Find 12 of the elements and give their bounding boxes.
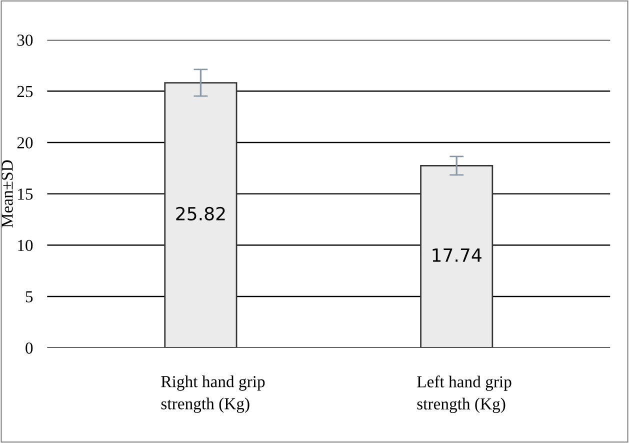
data-label: 25.82: [176, 206, 225, 220]
data-label: 17.74: [432, 248, 482, 262]
y-tick-label: 30: [17, 34, 33, 46]
y-tick-label: 20: [17, 137, 33, 148]
y-tick-label: 5: [26, 291, 33, 302]
y-tick-label: 25: [17, 86, 33, 98]
x-tick-label: Left hand grip strength (Kg): [417, 376, 512, 413]
y-tick-label: 0: [26, 342, 33, 354]
y-axis-title: Mean±SD: [2, 160, 13, 228]
y-tick-label: 15: [18, 188, 33, 200]
x-tick-label: Right hand grip strength (Kg): [161, 376, 265, 413]
y-tick-label: 10: [18, 240, 33, 252]
